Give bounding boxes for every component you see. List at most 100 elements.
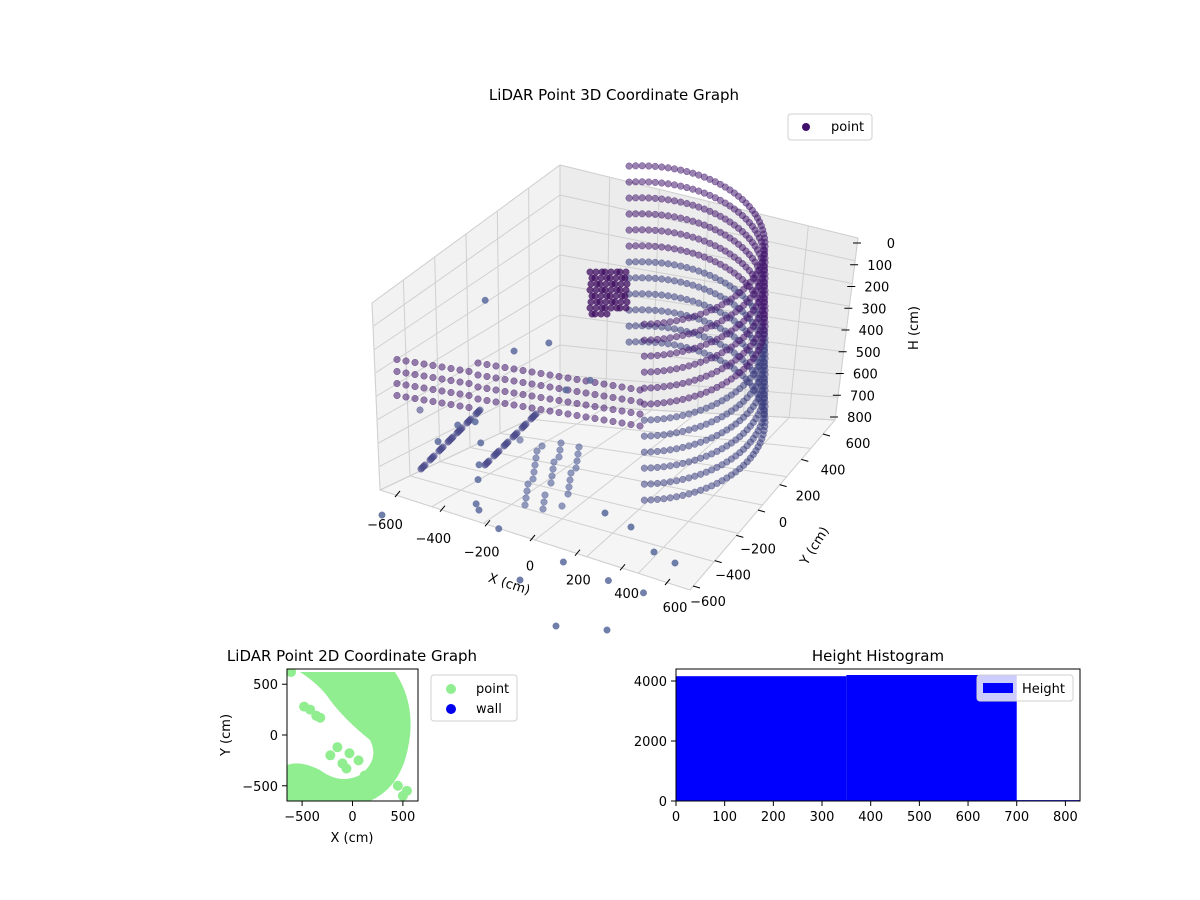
point-marker [653, 351, 661, 359]
point-marker [447, 364, 455, 373]
point-marker [645, 290, 653, 298]
point-marker [677, 230, 685, 238]
point-marker [632, 258, 640, 266]
point-marker [651, 306, 659, 314]
y-tick-label: 200 [796, 490, 821, 505]
legend-label-point: point [831, 120, 864, 135]
legend-marker-wall [446, 704, 456, 714]
point-marker [647, 320, 655, 328]
y-tick-label: −200 [740, 542, 776, 557]
point-marker [685, 330, 693, 338]
y-tick-label: −600 [690, 595, 726, 610]
point-marker [618, 395, 626, 403]
grid-line [689, 419, 836, 591]
point-marker-2d [317, 786, 328, 797]
point-marker [447, 400, 455, 409]
x-tick-label-hist: 300 [810, 810, 835, 825]
point-marker [685, 346, 693, 354]
point-marker [645, 306, 653, 314]
point-marker [564, 398, 572, 406]
x-tick-label-2d: 500 [390, 810, 415, 825]
z-tick-label: 100 [867, 259, 892, 274]
lidar-3d-plot: LiDAR Point 3D Coordinate Graph −600 −400… [367, 86, 922, 634]
point-marker [660, 431, 668, 439]
point-marker [679, 395, 687, 403]
point-marker [683, 264, 691, 272]
point-marker-2d [370, 768, 381, 779]
legend-marker-point-2d [446, 684, 456, 694]
point-marker [632, 210, 640, 218]
point-marker [653, 479, 661, 487]
point-marker [638, 242, 646, 250]
x-tick-label-hist: 700 [1004, 810, 1029, 825]
point-marker [672, 461, 681, 469]
point-marker [622, 286, 630, 294]
x-tick-mark [664, 578, 671, 586]
legend-label-point-2d: point [476, 682, 509, 697]
point-marker [645, 226, 653, 234]
point-marker [683, 280, 691, 288]
point-marker [510, 389, 518, 397]
point-marker [679, 411, 687, 419]
point-marker [573, 411, 581, 420]
point-marker [627, 396, 635, 405]
point-marker [689, 233, 697, 241]
point-marker [429, 361, 437, 370]
point-marker [609, 381, 617, 390]
point-marker [522, 420, 530, 428]
point-marker [550, 458, 558, 466]
point-marker [449, 433, 457, 441]
point-marker [640, 352, 648, 360]
point-marker [677, 294, 685, 302]
point-marker [653, 383, 661, 391]
point-marker [691, 424, 699, 432]
point-marker [411, 394, 419, 403]
point-marker [622, 304, 630, 312]
histogram-title: Height Histogram [812, 647, 944, 665]
point-marker [609, 417, 617, 426]
point-marker [670, 245, 679, 253]
point-marker [564, 410, 572, 418]
z-tick-label: 700 [850, 389, 875, 404]
point-marker [666, 350, 674, 358]
point-marker [647, 336, 655, 344]
point-marker [438, 375, 446, 383]
point-cloud [378, 162, 769, 634]
point-marker [691, 344, 699, 352]
y-tick-mark [757, 509, 766, 513]
point-marker [645, 194, 653, 202]
point-marker [438, 387, 446, 395]
point-marker [519, 378, 527, 387]
point-marker [617, 298, 625, 306]
point-marker [533, 447, 541, 455]
y-tick-mark [822, 433, 831, 437]
point-marker [685, 474, 693, 482]
point-marker [501, 375, 509, 384]
z-tick-label: 500 [856, 346, 881, 361]
point-marker [670, 181, 679, 189]
point-marker [660, 495, 668, 503]
x-tick-label-2d: −500 [284, 810, 320, 825]
point-marker [607, 304, 615, 312]
point-marker [447, 388, 455, 397]
point-marker [528, 392, 536, 400]
point-marker [670, 277, 679, 285]
x-tick-labels: −600 −400 −200 0 200 400 600 [367, 490, 687, 616]
point-marker [604, 576, 612, 585]
point-marker [475, 506, 483, 514]
point-marker [672, 317, 681, 325]
grid-line [373, 224, 561, 351]
x-tick-mark [439, 505, 446, 512]
point-marker [647, 368, 655, 376]
legend-frame-hist [976, 674, 1074, 702]
point-marker [640, 480, 648, 488]
point-marker [420, 384, 428, 392]
point-marker [607, 268, 615, 276]
point-marker [547, 479, 555, 487]
point-marker [670, 293, 679, 301]
point-marker [528, 380, 536, 388]
point-marker [421, 461, 429, 469]
point-marker [679, 427, 687, 435]
point-marker [546, 371, 554, 379]
grid-line [559, 374, 838, 398]
